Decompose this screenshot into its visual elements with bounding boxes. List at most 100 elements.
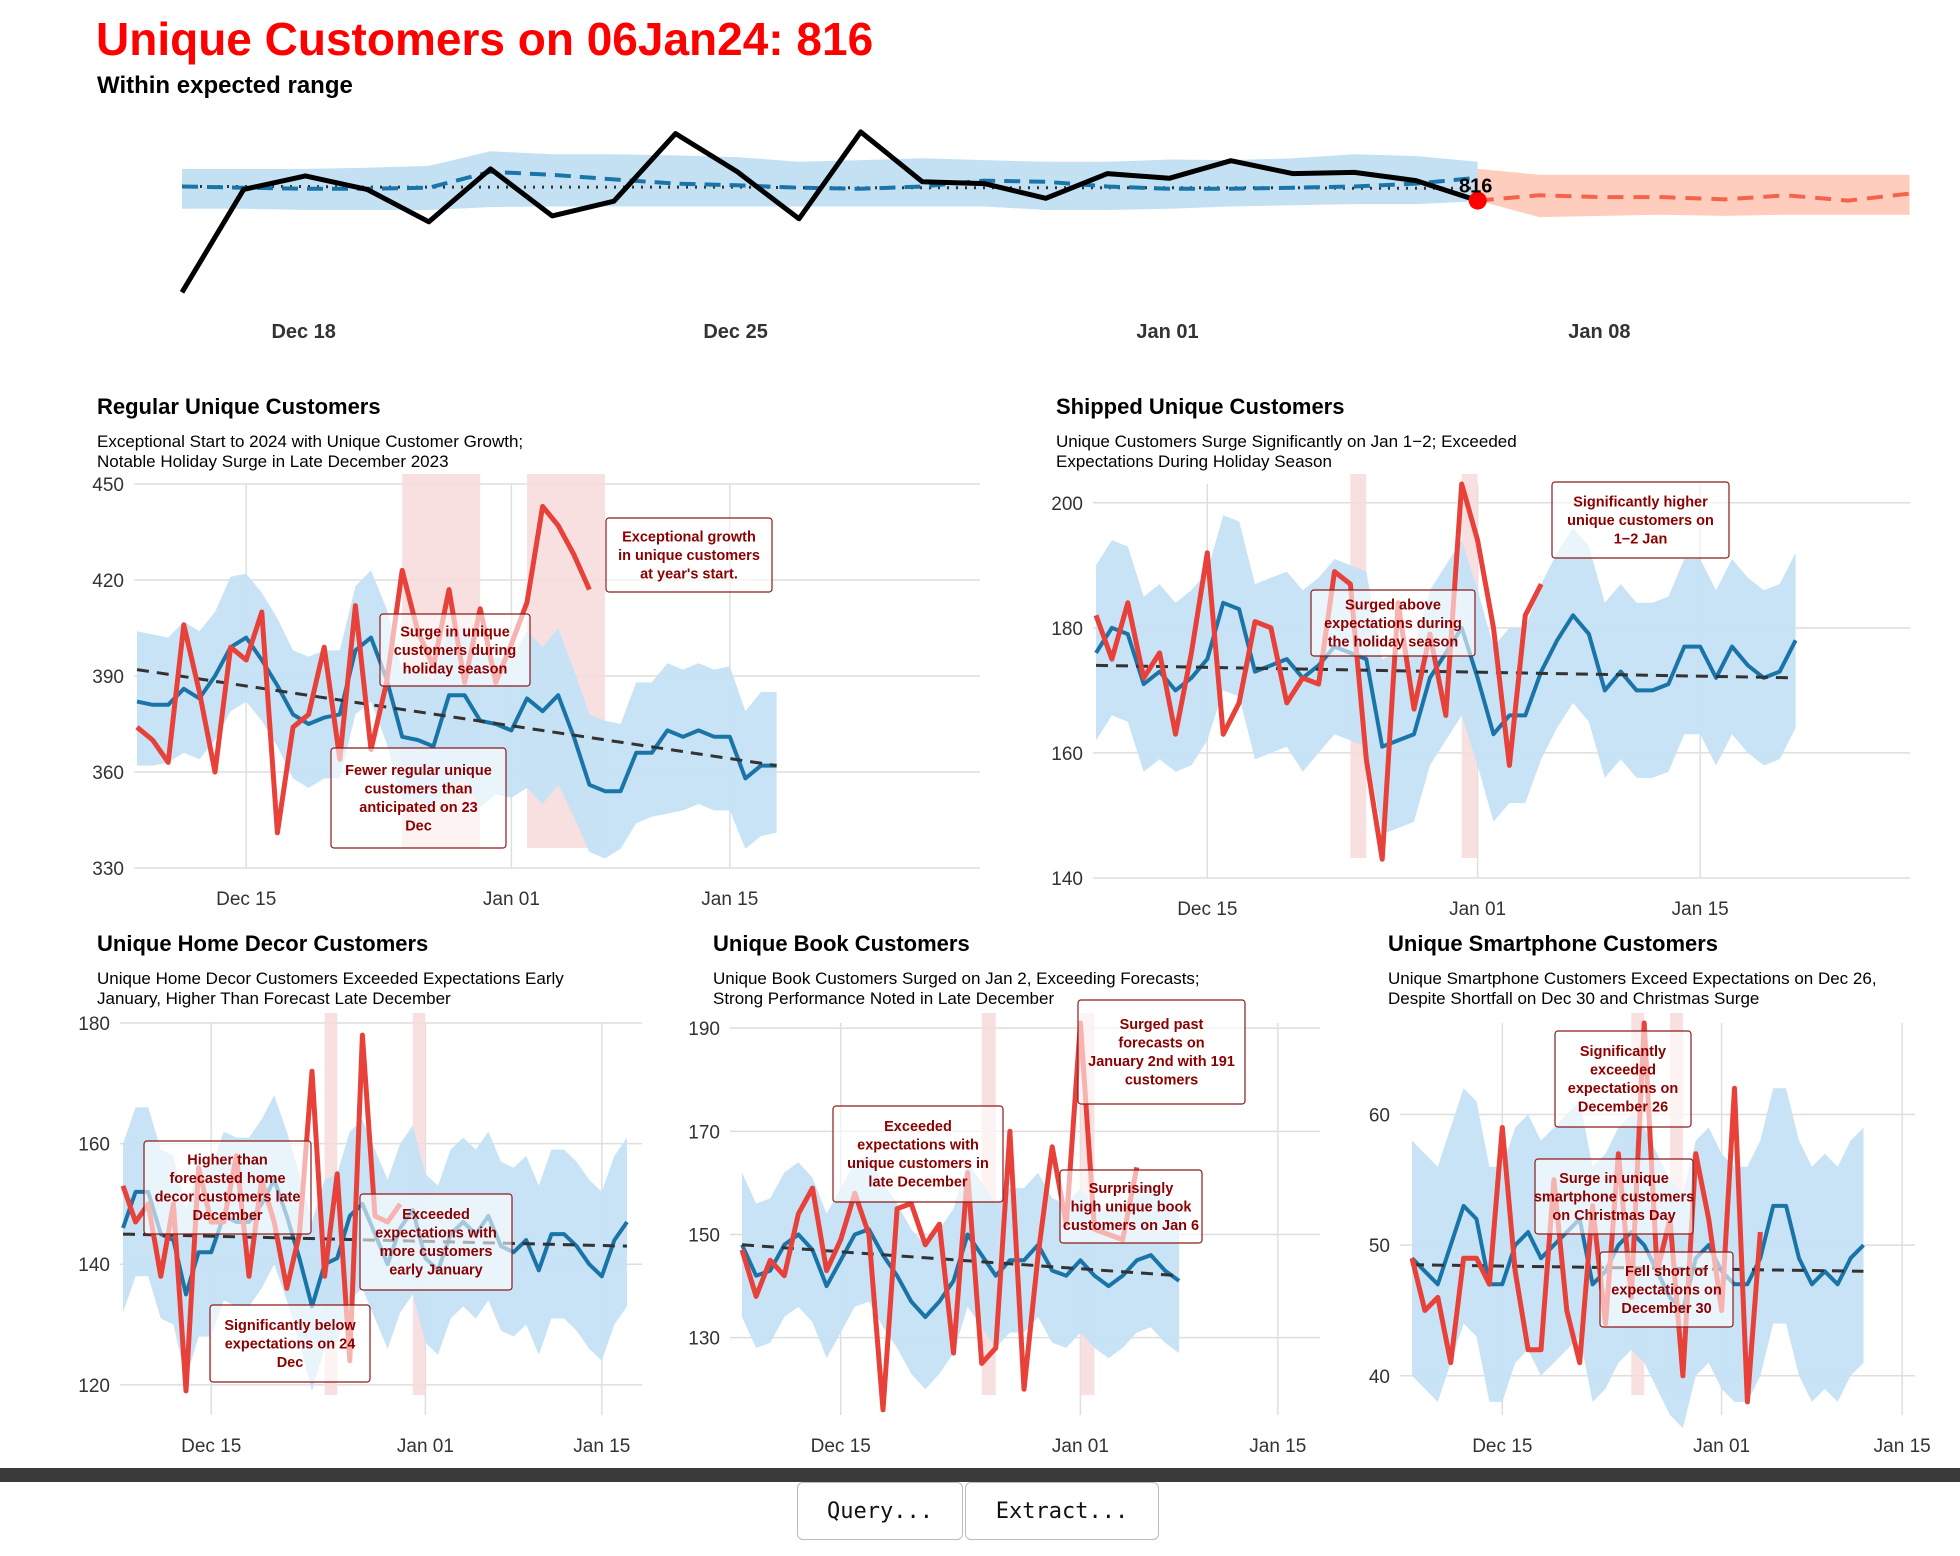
panel-book: Unique Book Customers Unique Book Custome… [688,931,1320,1457]
panel-smartphone: Unique Smartphone Customers Unique Smartp… [1369,931,1931,1457]
y-tick-label: 150 [688,1225,720,1246]
annotation-text: December [192,1208,262,1224]
annotation-box: Significantly higher unique customers on 1… [1551,481,1730,559]
annotation-text: Surge in unique [1559,1171,1669,1187]
panel-subtitle: Expectations During Holiday Season [1056,452,1332,471]
x-tick-label: Dec 15 [181,1436,241,1457]
annotation-box: Surged past forecasts on January 2nd with … [1077,999,1246,1105]
charts-canvas: 816 Dec 18 Dec 25 Jan 01 Jan 08 Regular Uniqu… [78,129,1931,1457]
annotation-text: unique customers in [847,1156,989,1172]
x-tick-label: Jan 01 [483,889,540,910]
annotation-frame [379,613,531,687]
annotation-frame [330,747,507,849]
annotation-text: Dec [277,1355,304,1371]
annotation-text: Exceptional growth [622,529,756,545]
actual-line [739,1020,1140,1413]
query-button[interactable]: Query... [797,1482,963,1540]
annotation-text: Exceeded [884,1119,952,1135]
annotation-box: Exceptional growth in unique customers at … [605,517,773,593]
x-tick-label: Jan 01 [397,1436,454,1457]
panel-subtitle: Unique Smartphone Customers Exceed Expec… [1388,969,1877,988]
annotation-text: at year's start. [640,566,738,582]
panel-subtitle: Unique Customers Surge Significantly on … [1056,432,1517,451]
actual-line [1409,1020,1763,1405]
annotation-text: expectations with [857,1138,979,1154]
forecast-line [181,169,1478,191]
y-tick-label: 420 [92,571,124,592]
annotation-text: customers than [365,782,473,798]
annotation-text: decor customers late [155,1190,301,1206]
current-point [1468,191,1487,210]
annotation-text: Surge in unique [400,624,510,640]
future-range-band [1477,168,1910,218]
annotation-frame [1551,481,1730,559]
annotation-text: smartphone customers [1534,1189,1694,1205]
extract-button[interactable]: Extract... [965,1482,1159,1540]
x-tick-label: Dec 15 [1177,899,1237,920]
x-tick-label: Dec 18 [271,321,336,343]
current-value-label: 816 [1459,176,1492,198]
x-tick-label: Dec 15 [216,889,276,910]
annotation-text: December 26 [1578,1100,1668,1116]
x-tick-label: Dec 15 [811,1436,871,1457]
x-tick-label: Jan 01 [1136,321,1198,343]
y-tick-label: 200 [1051,494,1083,515]
panel-subtitle: Strong Performance Noted in Late Decembe… [713,989,1054,1008]
y-tick-label: 190 [688,1019,720,1040]
annotation-text: more customers [380,1244,493,1260]
annotation-text: Significantly higher [1573,494,1708,510]
actual-line [179,129,1479,294]
annotation-text: January 2nd with 191 [1088,1054,1235,1070]
annotation-text: the holiday season [1328,634,1459,650]
panel-subtitle: Despite Shortfall on Dec 30 and Christma… [1388,989,1759,1008]
x-tick-label: Jan 15 [1672,899,1729,920]
annotation-text: expectations on 24 [225,1336,356,1352]
x-tick-label: Jan 01 [1449,899,1506,920]
annotation-text: forecasts on [1118,1036,1204,1052]
main-subtitle: Within expected range [97,72,353,99]
annotation-text: high unique book [1071,1199,1193,1215]
y-tick-label: 50 [1369,1236,1390,1257]
annotation-text: expectations on [1611,1282,1721,1298]
annotation-text: early January [389,1263,483,1279]
annotation-text: customers on Jan 6 [1063,1218,1199,1234]
annotation-frame [1059,1169,1203,1244]
annotation-frame [1534,1158,1694,1235]
annotation-text: on Christmas Day [1552,1208,1675,1224]
y-tick-label: 120 [78,1376,110,1397]
x-tick-label: Jan 15 [1249,1436,1306,1457]
panel-regular: Regular Unique Customers Exceptional Star… [92,394,980,910]
annotation-box: Significantly exceeded expectations on Dece… [1554,1030,1692,1128]
main-title: Unique Customers on 06Jan24: 816 [96,13,874,65]
y-tick-label: 140 [78,1255,110,1276]
actual-line [1093,481,1544,862]
x-tick-label: Jan 01 [1693,1436,1750,1457]
x-tick-label: Jan 15 [573,1436,630,1457]
annotation-frame [143,1140,312,1235]
annotation-text: December 30 [1621,1301,1711,1317]
expected-range-band [137,570,777,859]
annotation-text: exceeded [1590,1063,1656,1079]
y-tick-label: 450 [92,475,124,496]
y-tick-label: 180 [1051,619,1083,640]
annotation-text: Exceeded [402,1207,470,1223]
trend-line [1095,663,1796,680]
y-tick-label: 330 [92,859,124,880]
panel-subtitle: Exceptional Start to 2024 with Unique Cu… [97,432,523,451]
y-tick-label: 160 [1051,744,1083,765]
annotation-text: customers during [394,643,516,659]
annotation-text: expectations with [375,1226,497,1242]
trend-line [136,668,777,768]
x-tick-label: Dec 15 [1472,1436,1532,1457]
y-tick-label: 60 [1369,1105,1390,1126]
annotation-box: Fell short of expectations on December 30 [1599,1251,1734,1328]
annotation-box: Higher than forecasted home decor customer… [143,1140,312,1235]
annotation-text: customers [1125,1073,1198,1089]
annotation-text: Fell short of [1625,1264,1708,1280]
annotation-frame [605,517,773,593]
y-tick-label: 130 [688,1329,720,1350]
annotation-text: in unique customers [618,548,760,564]
annotation-text: Surged above [1345,597,1441,613]
annotation-frame [359,1193,513,1291]
annotation-text: Higher than [187,1153,268,1169]
